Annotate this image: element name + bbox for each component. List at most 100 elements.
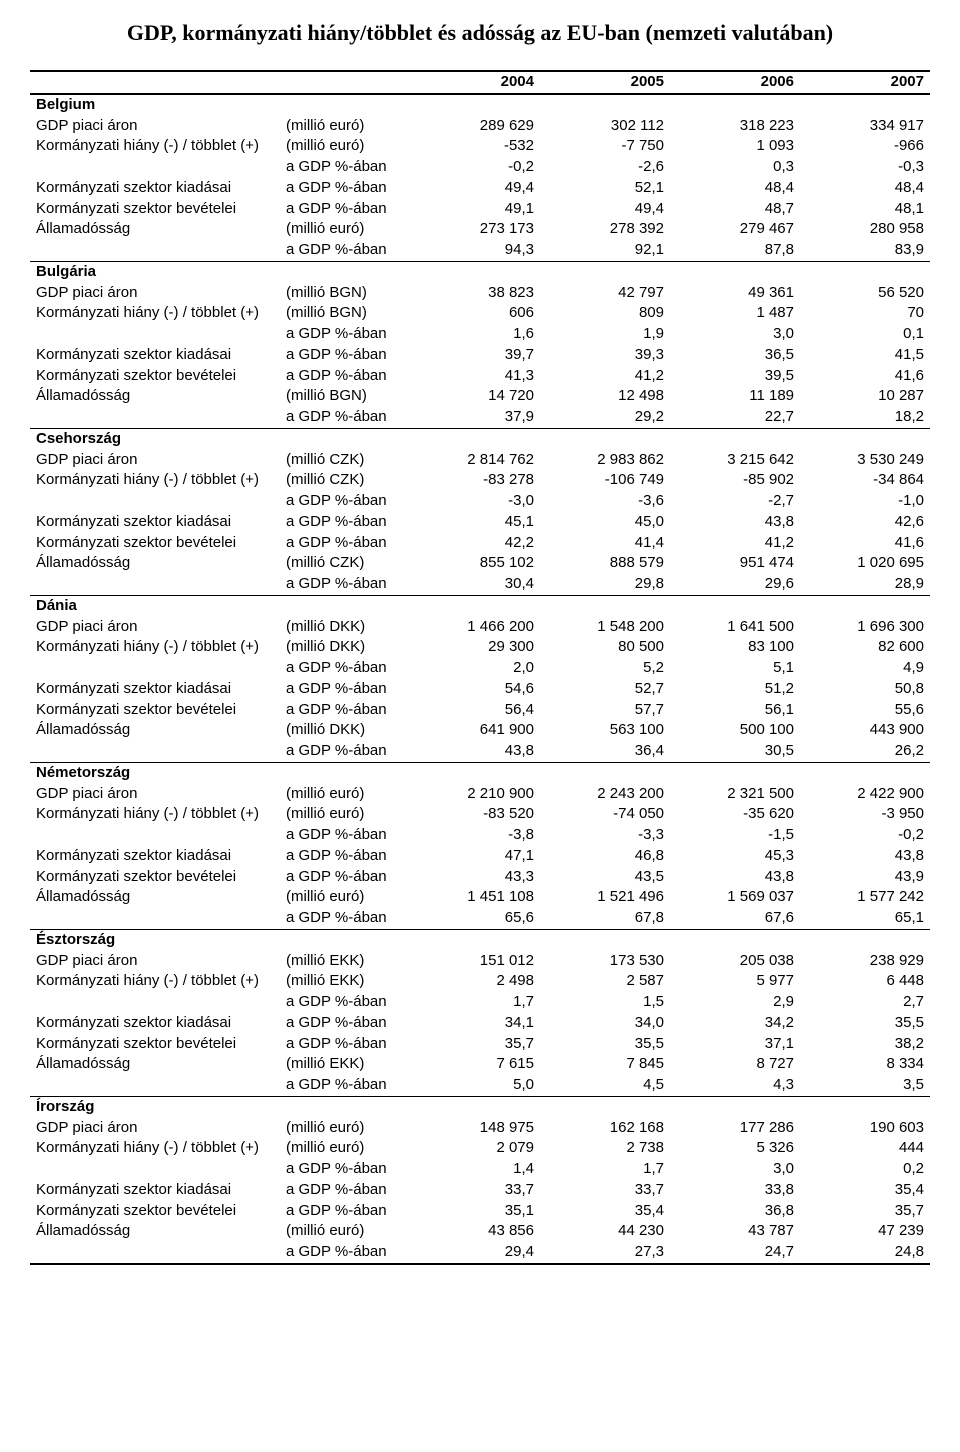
- cell-value: 1 521 496: [540, 887, 670, 908]
- row-unit: (millió EKK): [280, 1054, 410, 1075]
- row-unit: a GDP %-ában: [280, 1242, 410, 1264]
- header-year: 2005: [540, 71, 670, 94]
- row-unit: a GDP %-ában: [280, 366, 410, 387]
- cell-value: 205 038: [670, 951, 800, 972]
- cell-value: 29,8: [540, 574, 670, 595]
- cell-value: 29,2: [540, 407, 670, 428]
- cell-value: -1,0: [800, 491, 930, 512]
- cell-value: 83,9: [800, 240, 930, 261]
- cell-value: 34,1: [410, 1013, 540, 1034]
- cell-value: -74 050: [540, 804, 670, 825]
- table-row: a GDP %-ában5,04,54,33,5: [30, 1075, 930, 1096]
- cell-value: 57,7: [540, 700, 670, 721]
- cell-value: 28,9: [800, 574, 930, 595]
- cell-value: 3,0: [670, 1159, 800, 1180]
- table-row: a GDP %-ában1,71,52,92,7: [30, 992, 930, 1013]
- row-label: Kormányzati szektor bevételei: [30, 867, 280, 888]
- cell-value: 4,5: [540, 1075, 670, 1096]
- row-label: Kormányzati szektor kiadásai: [30, 345, 280, 366]
- cell-value: 2 814 762: [410, 450, 540, 471]
- page-title: GDP, kormányzati hiány/többlet és adóssá…: [30, 20, 930, 46]
- row-label: GDP piaci áron: [30, 283, 280, 304]
- cell-value: 0,2: [800, 1159, 930, 1180]
- cell-value: 27,3: [540, 1242, 670, 1264]
- cell-value: 49 361: [670, 283, 800, 304]
- row-unit: (millió BGN): [280, 283, 410, 304]
- table-row: Államadósság(millió euró)1 451 1081 521 …: [30, 887, 930, 908]
- row-unit: a GDP %-ában: [280, 1075, 410, 1096]
- row-label: Kormányzati szektor kiadásai: [30, 679, 280, 700]
- cell-value: 279 467: [670, 219, 800, 240]
- row-unit: a GDP %-ában: [280, 199, 410, 220]
- data-table: 2004 2005 2006 2007 BelgiumGDP piaci áro…: [30, 70, 930, 1265]
- row-label: Kormányzati szektor bevételei: [30, 366, 280, 387]
- cell-value: 43 787: [670, 1221, 800, 1242]
- cell-value: 48,4: [670, 178, 800, 199]
- cell-value: 177 286: [670, 1118, 800, 1139]
- row-unit: a GDP %-ában: [280, 867, 410, 888]
- table-body: BelgiumGDP piaci áron(millió euró)289 62…: [30, 94, 930, 1264]
- row-unit: a GDP %-ában: [280, 491, 410, 512]
- cell-value: 29,4: [410, 1242, 540, 1264]
- cell-value: 56 520: [800, 283, 930, 304]
- cell-value: 1,4: [410, 1159, 540, 1180]
- cell-value: 30,4: [410, 574, 540, 595]
- cell-value: 1 466 200: [410, 617, 540, 638]
- row-label: [30, 1159, 280, 1180]
- cell-value: 50,8: [800, 679, 930, 700]
- cell-value: 334 917: [800, 116, 930, 137]
- row-unit: (millió euró): [280, 1118, 410, 1139]
- row-label: Kormányzati hiány (-) / többlet (+): [30, 804, 280, 825]
- cell-value: 4,3: [670, 1075, 800, 1096]
- table-row: Kormányzati hiány (-) / többlet (+)(mill…: [30, 804, 930, 825]
- cell-value: 70: [800, 303, 930, 324]
- cell-value: 39,7: [410, 345, 540, 366]
- row-label: [30, 908, 280, 929]
- cell-value: 2 587: [540, 971, 670, 992]
- cell-value: 5,0: [410, 1075, 540, 1096]
- cell-value: -2,6: [540, 157, 670, 178]
- table-row: Kormányzati szektor kiadásaia GDP %-ában…: [30, 345, 930, 366]
- row-label: Államadósság: [30, 553, 280, 574]
- header-blank-unit: [280, 71, 410, 94]
- cell-value: 5 977: [670, 971, 800, 992]
- cell-value: 1 020 695: [800, 553, 930, 574]
- cell-value: -3,8: [410, 825, 540, 846]
- cell-value: 43,3: [410, 867, 540, 888]
- cell-value: 33,7: [540, 1180, 670, 1201]
- cell-value: 5,2: [540, 658, 670, 679]
- cell-value: 41,6: [800, 366, 930, 387]
- country-name: Belgium: [30, 94, 930, 116]
- row-unit: a GDP %-ában: [280, 1201, 410, 1222]
- cell-value: 5,1: [670, 658, 800, 679]
- row-unit: (millió CZK): [280, 553, 410, 574]
- cell-value: 80 500: [540, 637, 670, 658]
- cell-value: 2 498: [410, 971, 540, 992]
- cell-value: -106 749: [540, 470, 670, 491]
- cell-value: 500 100: [670, 720, 800, 741]
- cell-value: 951 474: [670, 553, 800, 574]
- row-label: Kormányzati hiány (-) / többlet (+): [30, 637, 280, 658]
- cell-value: 1 696 300: [800, 617, 930, 638]
- cell-value: 6 448: [800, 971, 930, 992]
- cell-value: 1 569 037: [670, 887, 800, 908]
- cell-value: 1,5: [540, 992, 670, 1013]
- row-unit: (millió euró): [280, 1138, 410, 1159]
- country-name: Írország: [30, 1096, 930, 1117]
- row-unit: a GDP %-ában: [280, 1013, 410, 1034]
- cell-value: 1 548 200: [540, 617, 670, 638]
- cell-value: 49,4: [540, 199, 670, 220]
- row-unit: a GDP %-ában: [280, 1034, 410, 1055]
- row-label: Kormányzati szektor kiadásai: [30, 178, 280, 199]
- cell-value: 94,3: [410, 240, 540, 261]
- cell-value: 39,3: [540, 345, 670, 366]
- cell-value: 34,0: [540, 1013, 670, 1034]
- row-unit: (millió euró): [280, 116, 410, 137]
- row-unit: (millió euró): [280, 887, 410, 908]
- row-unit: a GDP %-ában: [280, 407, 410, 428]
- row-label: Kormányzati szektor kiadásai: [30, 512, 280, 533]
- row-label: Államadósság: [30, 1221, 280, 1242]
- cell-value: -532: [410, 136, 540, 157]
- cell-value: 41,2: [670, 533, 800, 554]
- row-label: Kormányzati hiány (-) / többlet (+): [30, 971, 280, 992]
